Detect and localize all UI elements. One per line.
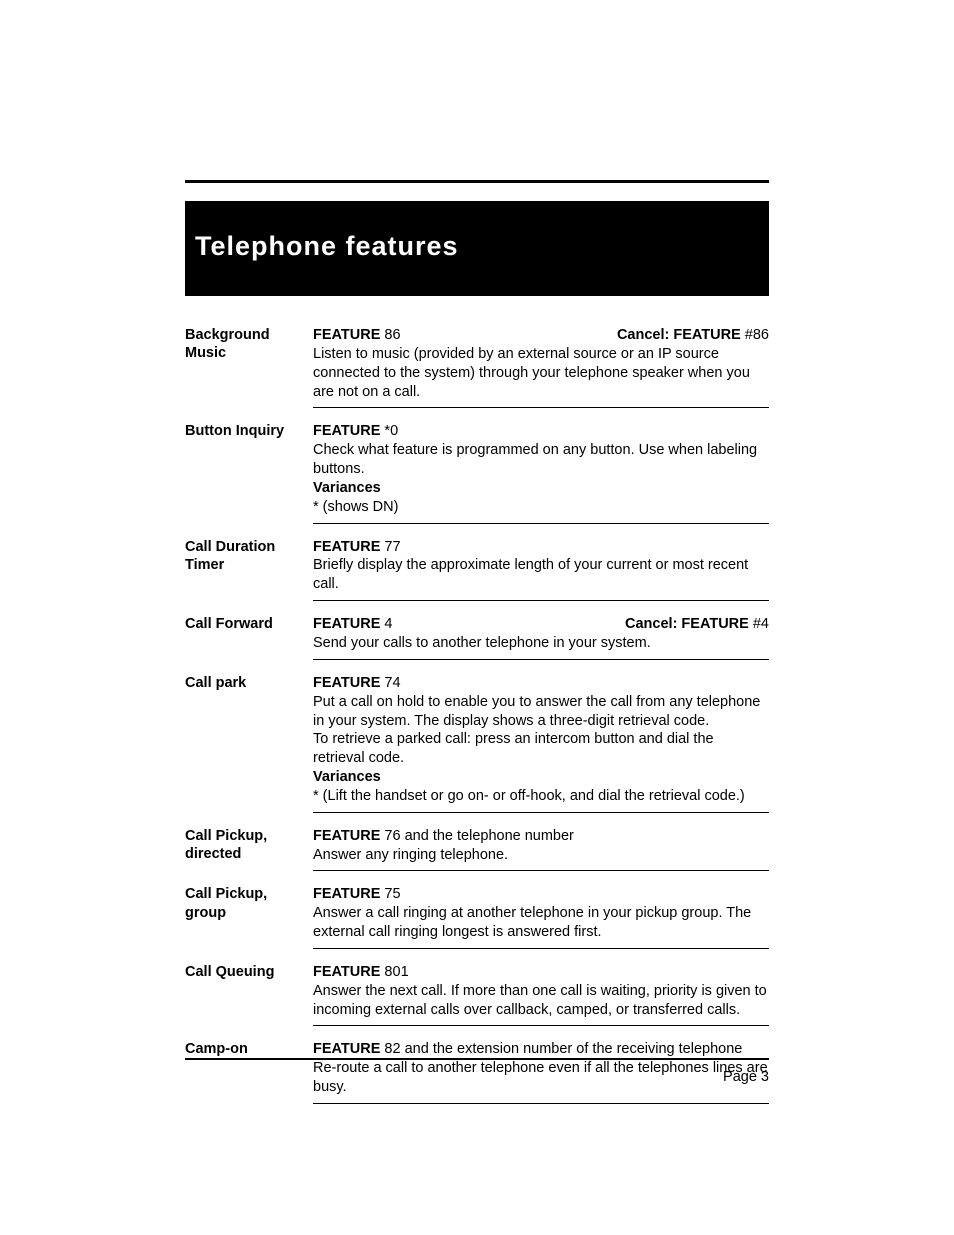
feature-body: Answer any ringing telephone. [313, 846, 769, 865]
feature-code: FEATURE 77 [313, 538, 401, 557]
feature-desc: FEATURE 75 Answer a call ringing at anot… [313, 885, 769, 949]
feature-row: Call Duration Timer FEATURE 77 Briefly d… [185, 538, 769, 612]
feature-name: Call Duration Timer [185, 538, 313, 574]
feature-body: Check what feature is programmed on any … [313, 441, 769, 479]
variances-label: Variances [313, 479, 769, 498]
feature-name: Call park [185, 674, 313, 692]
feature-name: Button Inquiry [185, 422, 313, 440]
bottom-rule [185, 1058, 769, 1060]
feature-code: FEATURE 75 [313, 885, 401, 904]
top-rule [185, 180, 769, 183]
feature-name: Call Pickup, group [185, 885, 313, 921]
page-number: Page 3 [723, 1069, 769, 1085]
section-title: Telephone features [195, 231, 459, 261]
feature-row: Call park FEATURE 74 Put a call on hold … [185, 674, 769, 823]
feature-name: Background Music [185, 326, 313, 362]
feature-body: Listen to music (provided by an external… [313, 345, 769, 402]
feature-desc: FEATURE 4 Cancel: FEATURE #4 Send your c… [313, 615, 769, 660]
variances-body: * (Lift the handset or go on- or off-hoo… [313, 787, 769, 806]
feature-desc: FEATURE 82 and the extension number of t… [313, 1040, 769, 1104]
feature-code-line: FEATURE 801 [313, 963, 769, 982]
feature-list: Background Music FEATURE 86 Cancel: FEAT… [185, 326, 769, 1114]
feature-name: Call Queuing [185, 963, 313, 981]
feature-row: Button Inquiry FEATURE *0 Check what fea… [185, 422, 769, 533]
feature-name: Call Forward [185, 615, 313, 633]
feature-code: FEATURE 76 and the telephone number [313, 827, 574, 846]
feature-desc: FEATURE 86 Cancel: FEATURE #86 Listen to… [313, 326, 769, 408]
feature-code-line: FEATURE 77 [313, 538, 769, 557]
feature-code: FEATURE 86 [313, 326, 401, 345]
feature-body: Answer the next call. If more than one c… [313, 982, 769, 1020]
feature-cancel: Cancel: FEATURE #86 [617, 326, 769, 345]
feature-code-line: FEATURE 76 and the telephone number [313, 827, 769, 846]
feature-code: FEATURE 801 [313, 963, 409, 982]
feature-code-line: FEATURE *0 [313, 422, 769, 441]
feature-row: Background Music FEATURE 86 Cancel: FEAT… [185, 326, 769, 418]
feature-desc: FEATURE 801 Answer the next call. If mor… [313, 963, 769, 1027]
feature-body: Send your calls to another telephone in … [313, 634, 769, 653]
feature-code-line: FEATURE 86 Cancel: FEATURE #86 [313, 326, 769, 345]
feature-row: Call Pickup, group FEATURE 75 Answer a c… [185, 885, 769, 959]
feature-row: Call Forward FEATURE 4 Cancel: FEATURE #… [185, 615, 769, 670]
feature-code-line: FEATURE 82 and the extension number of t… [313, 1040, 769, 1059]
page: Telephone features Background Music FEAT… [0, 0, 954, 1235]
feature-name: Camp-on [185, 1040, 313, 1058]
feature-body: Re-route a call to another telephone eve… [313, 1059, 769, 1097]
variances-body: * (shows DN) [313, 498, 769, 517]
feature-cancel: Cancel: FEATURE #4 [625, 615, 769, 634]
feature-body: Answer a call ringing at another telepho… [313, 904, 769, 942]
feature-desc: FEATURE *0 Check what feature is program… [313, 422, 769, 523]
feature-desc: FEATURE 76 and the telephone number Answ… [313, 827, 769, 872]
feature-body: Briefly display the approximate length o… [313, 556, 769, 594]
feature-desc: FEATURE 77 Briefly display the approxima… [313, 538, 769, 602]
feature-code-line: FEATURE 4 Cancel: FEATURE #4 [313, 615, 769, 634]
feature-body: Put a call on hold to enable you to answ… [313, 693, 769, 768]
feature-code-line: FEATURE 75 [313, 885, 769, 904]
feature-code: FEATURE 4 [313, 615, 393, 634]
feature-row: Call Pickup, directed FEATURE 76 and the… [185, 827, 769, 882]
feature-row: Camp-on FEATURE 82 and the extension num… [185, 1040, 769, 1114]
feature-code: FEATURE 82 and the extension number of t… [313, 1040, 742, 1059]
feature-code: FEATURE 74 [313, 674, 401, 693]
feature-name: Call Pickup, directed [185, 827, 313, 863]
feature-code: FEATURE *0 [313, 422, 398, 441]
feature-code-line: FEATURE 74 [313, 674, 769, 693]
variances-label: Variances [313, 768, 769, 787]
feature-row: Call Queuing FEATURE 801 Answer the next… [185, 963, 769, 1037]
section-title-bar: Telephone features [185, 201, 769, 296]
feature-desc: FEATURE 74 Put a call on hold to enable … [313, 674, 769, 813]
